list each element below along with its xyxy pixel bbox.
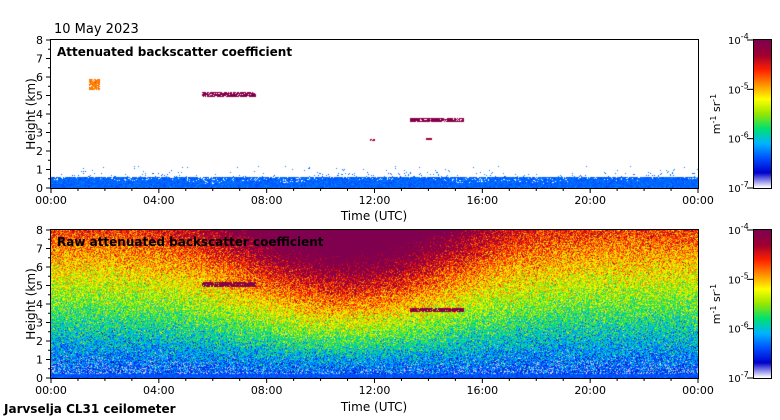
x-tick-label: 00:00 [35,194,67,207]
y-tick-label: 5 [36,90,43,103]
colorbar-frame [753,229,772,379]
y-axis-label: Height (km) [24,268,38,339]
colorbar-tick-label: 10-5 [728,81,749,96]
instrument-label: Jarvselja CL31 ceilometer [3,402,176,416]
y-tick-label: 3 [36,127,43,140]
colorbar-tick-label: 10-7 [728,370,749,385]
y-axis-label: Height (km) [24,78,38,149]
backscatter-heatmap [51,40,698,188]
y-axis: 0 1 2 3 4 5 6 7 8 [36,224,51,385]
x-tick-label: 00:00 [682,194,714,207]
colorbar-unit: m-1 sr-1 [709,284,723,324]
x-tick-label: 00:00 [35,384,67,397]
y-tick-label: 1 [36,164,43,177]
colorbar [754,230,771,378]
x-axis: 00:00 04:00 08:00 12:00 16:00 20:00 00:00 [35,188,714,207]
date-label: 10 May 2023 [54,22,139,37]
y-tick-label: 8 [36,34,43,47]
x-tick-label: 08:00 [251,194,283,207]
x-tick-label: 20:00 [574,384,606,397]
x-axis: 00:00 04:00 08:00 12:00 16:00 20:00 00:00 [35,378,714,397]
colorbar-frame [753,39,772,189]
y-tick-label: 3 [36,317,43,330]
x-tick-label: 12:00 [359,384,391,397]
y-tick-label: 7 [36,53,43,66]
y-tick-label: 1 [36,354,43,367]
y-tick-label: 7 [36,243,43,256]
y-tick-label: 0 [36,182,43,195]
colorbar-tick-label: 10-4 [728,222,749,237]
x-tick-label: 08:00 [251,384,283,397]
x-tick-label: 20:00 [574,194,606,207]
y-tick-label: 6 [36,71,43,84]
x-tick-label: 12:00 [359,194,391,207]
y-tick-label: 2 [36,335,43,348]
colorbar-tick-label: 10-6 [728,131,749,146]
colorbar-ticks: 10-4 10-5 10-6 10-7 [728,32,754,195]
colorbar-tick-label: 10-5 [728,271,749,286]
colorbar [754,40,771,188]
colorbar-ticks: 10-4 10-5 10-6 10-7 [728,222,754,385]
y-tick-label: 6 [36,261,43,274]
panel-title: Attenuated backscatter coefficient [57,45,292,59]
panel-title: Raw attenuated backscatter coefficient [57,235,324,249]
panel-attenuated: Attenuated backscatter coefficient 0 1 2 3 4… [24,32,772,223]
y-tick-label: 4 [36,108,43,121]
x-tick-label: 00:00 [682,384,714,397]
x-tick-label: 16:00 [466,194,498,207]
colorbar-tick-label: 10-6 [728,321,749,336]
y-tick-label: 2 [36,145,43,158]
y-tick-label: 5 [36,280,43,293]
x-tick-label: 04:00 [143,384,175,397]
y-tick-label: 8 [36,224,43,237]
x-tick-label: 04:00 [143,194,175,207]
backscatter-heatmap [51,230,698,378]
panel-raw: Raw attenuated backscatter coefficient 0… [24,222,772,414]
y-axis: 0 1 2 3 4 5 6 7 8 [36,34,51,195]
colorbar-tick-label: 10-4 [728,32,749,47]
x-tick-label: 16:00 [466,384,498,397]
colorbar-unit: m-1 sr-1 [709,94,723,134]
colorbar-tick-label: 10-7 [728,180,749,195]
y-tick-label: 0 [36,372,43,385]
y-tick-label: 4 [36,298,43,311]
x-axis-label: Time (UTC) [340,400,407,414]
x-axis-label: Time (UTC) [340,209,407,223]
